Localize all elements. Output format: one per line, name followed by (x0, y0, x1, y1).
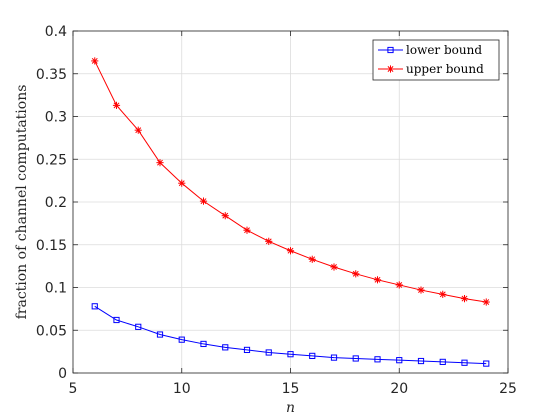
asterisk-stroke (331, 264, 337, 270)
legend-box (372, 39, 500, 81)
data-point-upper-bound (91, 57, 99, 65)
data-point-upper-bound (156, 159, 164, 167)
asterisk-stroke (461, 295, 468, 302)
x-tick-label: 5 (69, 381, 78, 397)
series-upper-bound (91, 57, 490, 306)
data-point-upper-bound (373, 276, 382, 284)
data-point-upper-bound (199, 197, 208, 205)
legend-label: lower bound (406, 43, 482, 57)
data-point-lower-bound (178, 336, 185, 343)
y-tick-label: 0.05 (36, 323, 67, 339)
data-point-lower-bound (396, 357, 403, 364)
asterisk-stroke (418, 287, 424, 294)
asterisk-stroke (396, 281, 403, 288)
x-tick-label: 10 (173, 381, 191, 397)
data-point-upper-bound (286, 247, 295, 255)
data-point-upper-bound (243, 226, 251, 234)
asterisk-stroke (439, 291, 446, 298)
data-point-lower-bound (135, 323, 142, 330)
data-point-upper-bound (265, 237, 273, 245)
series-line-lower-bound (94, 305, 487, 365)
data-point-lower-bound (156, 331, 164, 338)
data-point-lower-bound (374, 356, 381, 363)
data-point-lower-bound (200, 340, 207, 348)
data-point-upper-bound (178, 179, 186, 187)
asterisk-stroke (222, 212, 229, 219)
legend: lower bound upper bound (372, 39, 500, 81)
data-point-upper-bound (221, 212, 229, 220)
asterisk-stroke (483, 299, 490, 305)
asterisk-stroke (309, 256, 316, 263)
x-axis-label: n (286, 400, 295, 416)
legend-marker (387, 46, 394, 54)
asterisk-stroke (157, 159, 163, 166)
asterisk-stroke (200, 198, 207, 205)
data-point-upper-bound (330, 263, 338, 271)
y-tick-label: 0.4 (45, 24, 67, 40)
data-point-lower-bound (352, 355, 359, 362)
legend-entry-lower-bound: lower bound (378, 43, 482, 57)
asterisk-stroke (387, 66, 394, 72)
asterisk-stroke (352, 270, 359, 277)
data-point-lower-bound (439, 358, 446, 365)
tick-marks (72, 30, 509, 374)
data-point-lower-bound (309, 352, 316, 359)
asterisk-stroke (113, 102, 120, 109)
y-tick-label: 0.2 (45, 195, 67, 211)
y-tick-label: 0.35 (36, 67, 67, 83)
x-tick-label: 20 (390, 381, 408, 397)
asterisk-stroke (287, 247, 294, 254)
data-point-upper-bound (482, 298, 490, 306)
data-point-upper-bound (460, 295, 469, 303)
data-point-upper-bound (352, 270, 360, 278)
series-layer (91, 57, 490, 367)
y-tick-label: 0 (58, 366, 67, 382)
y-tick-label: 0.3 (45, 110, 67, 126)
data-point-lower-bound (330, 354, 338, 361)
data-point-lower-bound (113, 316, 120, 324)
x-tick-label: 15 (282, 381, 300, 397)
data-point-lower-bound (417, 357, 425, 365)
asterisk-stroke (135, 127, 142, 134)
asterisk-stroke (178, 180, 185, 187)
data-point-upper-bound (308, 255, 316, 263)
asterisk-stroke (265, 238, 272, 245)
data-point-upper-bound (395, 281, 403, 289)
y-tick-label: 0.15 (36, 238, 67, 254)
data-point-lower-bound (483, 360, 490, 367)
legend-label: upper bound (406, 62, 484, 76)
data-point-lower-bound (287, 351, 294, 358)
data-point-upper-bound (417, 286, 425, 294)
series-lower-bound (91, 303, 490, 367)
data-point-lower-bound (91, 303, 98, 310)
asterisk-stroke (374, 276, 381, 283)
y-tick-label: 0.1 (45, 281, 67, 297)
legend-marker (386, 65, 395, 73)
y-tick-label: 0.25 (36, 152, 67, 168)
y-axis-label: fraction of channel computations (14, 85, 30, 320)
data-point-lower-bound (243, 346, 251, 354)
data-point-lower-bound (265, 349, 272, 356)
asterisk-stroke (244, 227, 250, 234)
asterisk-stroke (91, 57, 98, 64)
legend-entry-upper-bound: upper bound (378, 62, 484, 76)
x-tick-label: 25 (499, 381, 517, 397)
data-point-lower-bound (461, 359, 468, 366)
tick-labels: 5 10 15 20 25 0 0.05 0.1 0.15 0.2 0.25 0.3 0.35 0.4 (36, 24, 517, 397)
data-point-lower-bound (222, 344, 229, 351)
data-point-upper-bound (134, 126, 142, 134)
data-point-upper-bound (112, 101, 121, 109)
data-point-upper-bound (439, 290, 447, 298)
